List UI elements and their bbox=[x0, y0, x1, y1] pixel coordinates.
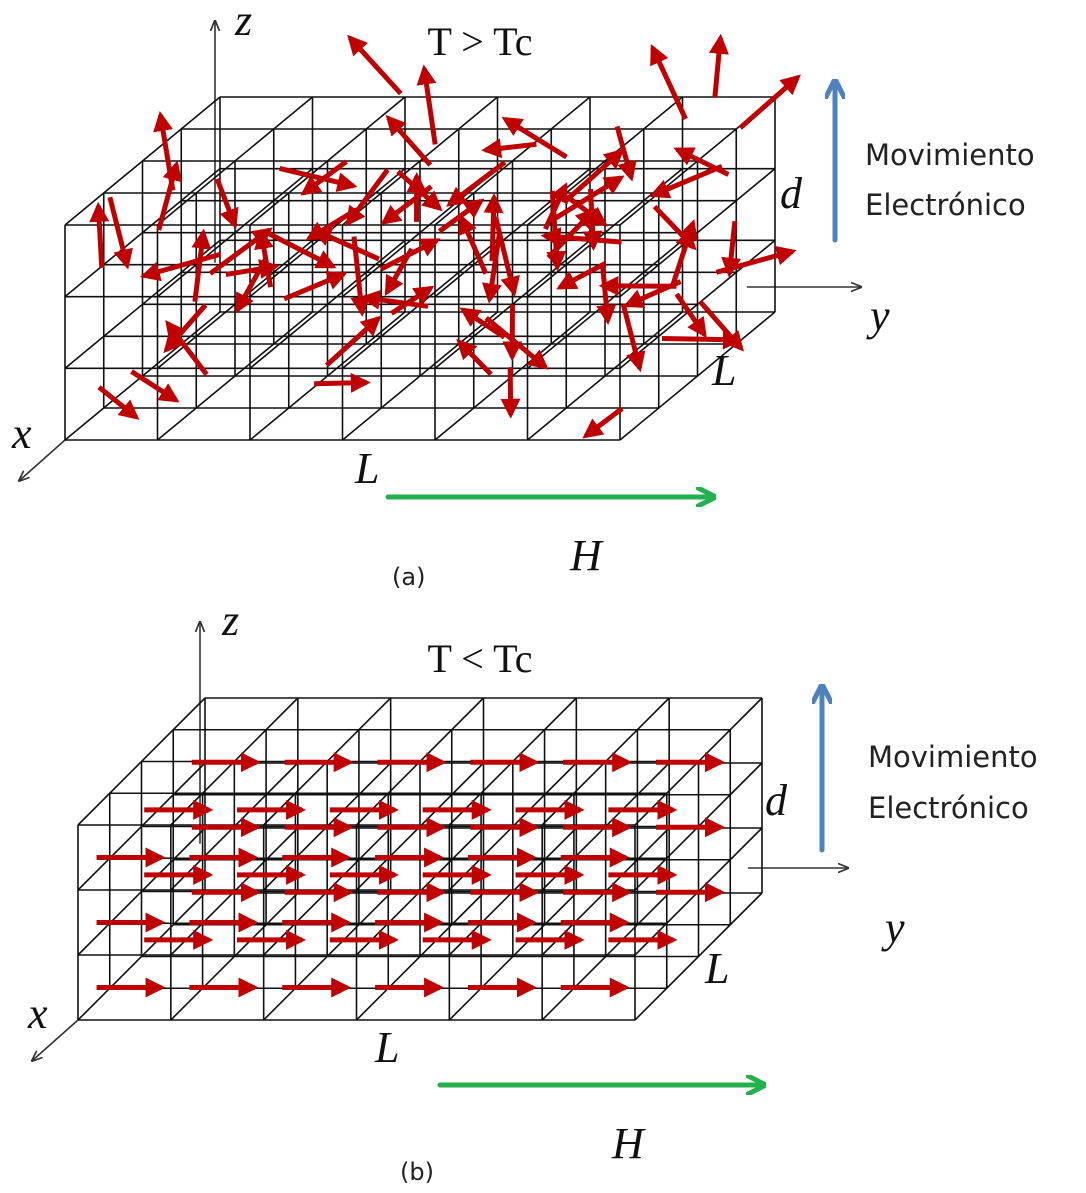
spin-arrow bbox=[510, 367, 511, 415]
z-axis-label: z bbox=[234, 0, 252, 45]
spin-arrow bbox=[168, 323, 207, 374]
spin-arrow bbox=[655, 207, 694, 248]
spin-arrow bbox=[485, 144, 536, 150]
motion-label: Movimiento bbox=[868, 740, 1038, 774]
spin-arrow bbox=[715, 38, 721, 97]
spin-arrow bbox=[327, 318, 379, 365]
spin-arrow bbox=[269, 234, 333, 267]
caption: (b) bbox=[400, 1158, 434, 1186]
motion-label: Electrónico bbox=[865, 188, 1026, 222]
y-axis-label: y bbox=[881, 903, 905, 952]
spin-arrow bbox=[284, 274, 344, 299]
width-label: L bbox=[374, 1023, 399, 1072]
motion-label: Movimiento bbox=[865, 138, 1035, 172]
figure: z T > Tc Movimiento Electrónico d y L x … bbox=[0, 0, 1086, 1193]
z-axis-label: z bbox=[221, 596, 239, 645]
y-axis-label: y bbox=[866, 291, 890, 340]
spin-arrow bbox=[486, 318, 545, 367]
spin-arrow bbox=[463, 310, 505, 337]
spin-arrow bbox=[459, 342, 491, 375]
spin-arrow bbox=[110, 197, 127, 265]
caption: (a) bbox=[392, 563, 425, 591]
panel-a: z T > Tc Movimiento Electrónico d y L x … bbox=[11, 0, 1035, 591]
height-label: d bbox=[765, 776, 788, 825]
spin-arrow bbox=[314, 383, 367, 384]
spin-arrow bbox=[350, 38, 401, 94]
spins bbox=[97, 762, 721, 987]
motion-label: Electrónico bbox=[868, 791, 1029, 825]
width-label: L bbox=[354, 444, 379, 493]
depth-label: L bbox=[711, 346, 736, 395]
temperature: T > Tc bbox=[428, 19, 533, 64]
panel-b: z T < Tc Movimiento Electrónico d y L x … bbox=[27, 596, 1038, 1186]
spin-arrow bbox=[492, 197, 494, 261]
spin-arrow bbox=[653, 166, 722, 195]
spin-arrow bbox=[662, 338, 739, 339]
spin-arrow bbox=[586, 409, 623, 437]
temperature: T < Tc bbox=[428, 636, 533, 681]
field-label: H bbox=[569, 531, 604, 580]
depth-label: L bbox=[704, 944, 729, 993]
x-axis-label: x bbox=[11, 409, 32, 458]
height-label: d bbox=[780, 169, 803, 218]
field-label: H bbox=[611, 1119, 646, 1168]
x-axis-label: x bbox=[27, 989, 48, 1038]
spin-arrow bbox=[99, 387, 136, 417]
spin-arrow bbox=[716, 251, 792, 272]
spin-arrow bbox=[98, 206, 101, 268]
spin-arrow bbox=[388, 118, 430, 165]
spin-arrow bbox=[424, 68, 435, 144]
spin-arrow bbox=[740, 77, 798, 128]
spin-arrow bbox=[315, 230, 379, 259]
